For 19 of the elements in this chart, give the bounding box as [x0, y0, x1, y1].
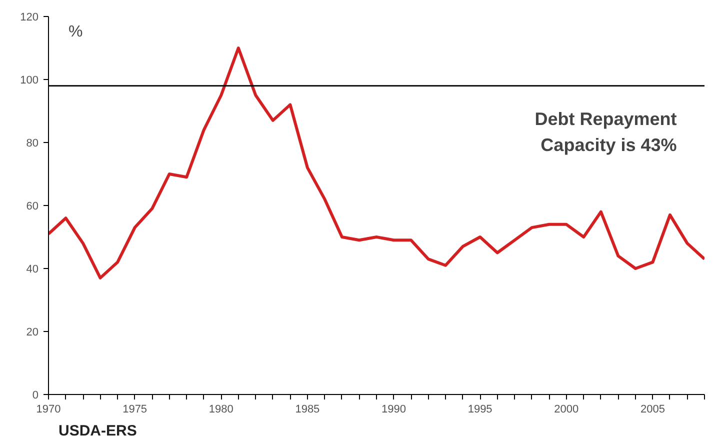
y-tick-label: 60 [26, 200, 39, 212]
x-tick-label: 1985 [295, 404, 320, 416]
y-tick-label: 80 [26, 138, 39, 150]
y-tick-label: 0 [32, 390, 39, 402]
x-tick-label: 2005 [640, 404, 665, 416]
x-tick-label: 1995 [468, 404, 492, 416]
x-tick-label: 1970 [36, 404, 61, 416]
y-axis-title: % [68, 24, 83, 40]
line-series [48, 46, 704, 280]
x-tick-label: 1990 [382, 404, 406, 416]
y-tick-label: 100 [20, 74, 39, 86]
x-tick-label: 1975 [122, 404, 148, 416]
x-tick-label: 2000 [554, 404, 579, 416]
y-tick-label: 40 [26, 264, 39, 276]
text: USDA-ERS [58, 422, 137, 440]
y-tick-label: 20 [26, 326, 39, 338]
y-tick-label: 120 [20, 12, 39, 24]
annotation: Debt Repayment Capacity is 43% [534, 109, 677, 156]
x-tick-label: 1980 [208, 404, 234, 416]
